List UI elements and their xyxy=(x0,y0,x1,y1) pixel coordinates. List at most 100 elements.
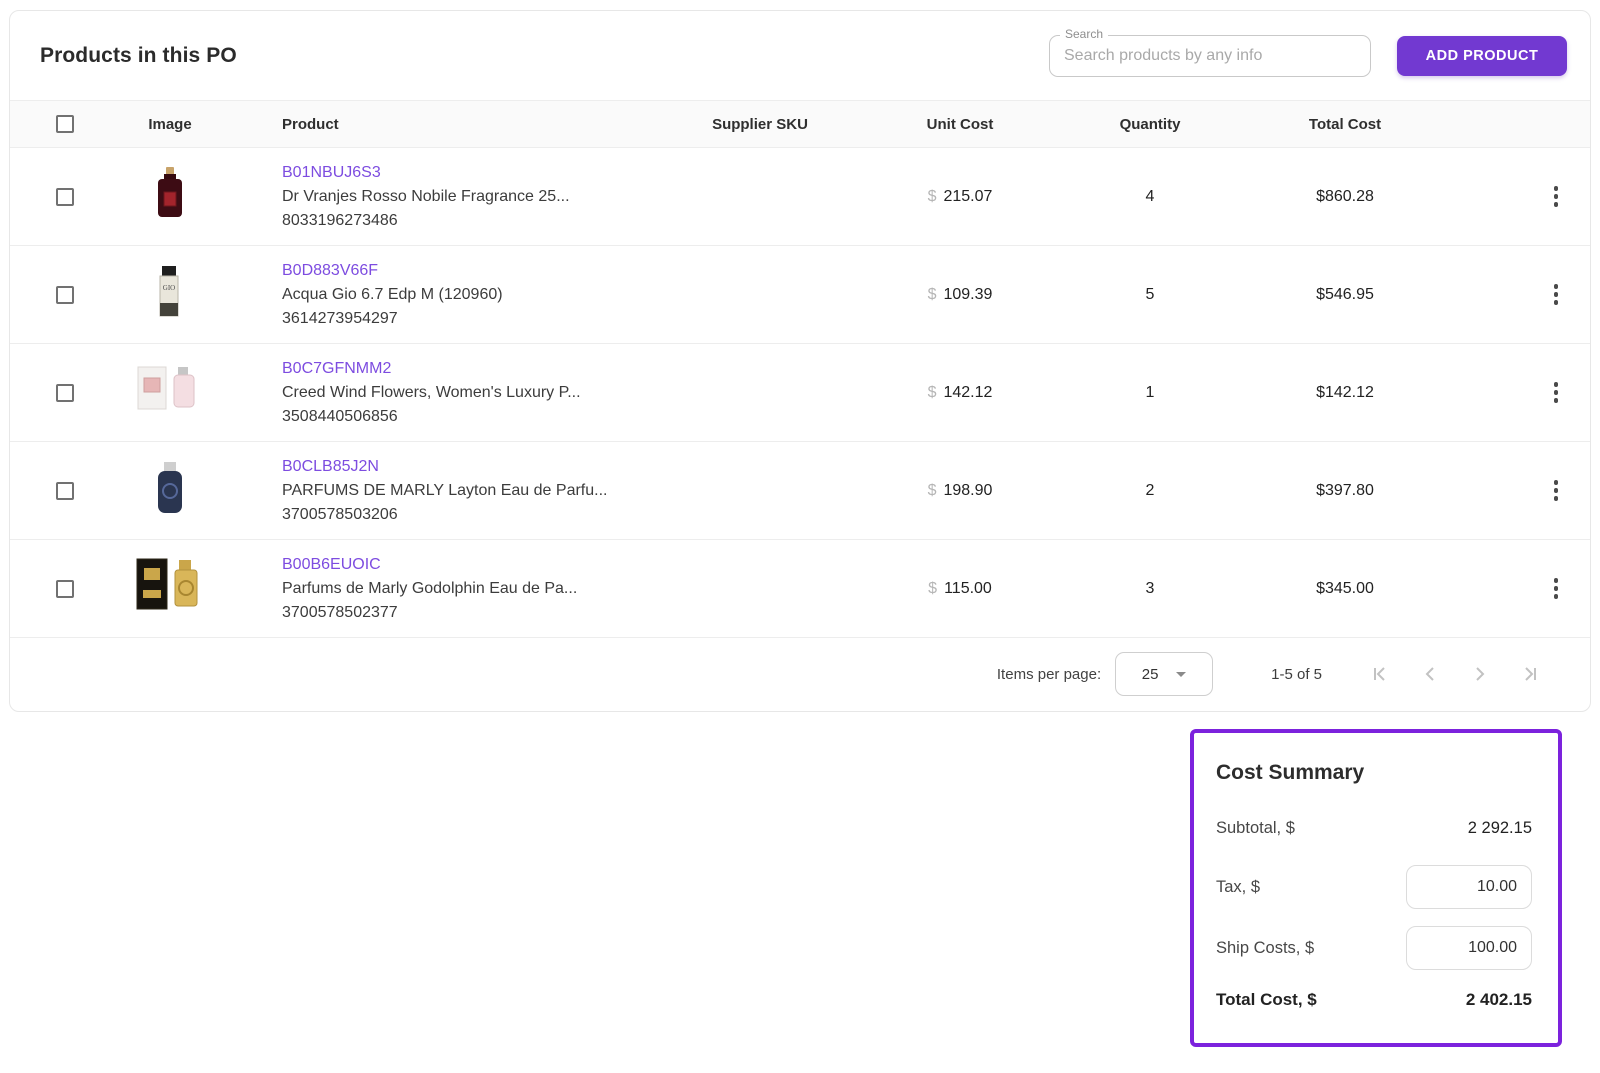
unit-cost-cell: $115.00 xyxy=(850,580,1070,598)
product-code-link[interactable]: B0D883V66F xyxy=(282,261,379,279)
product-code-link[interactable]: B0CLB85J2N xyxy=(282,457,379,475)
quantity-cell: 1 xyxy=(1145,383,1155,401)
product-code-link[interactable]: B0C7GFNMM2 xyxy=(282,359,392,377)
ship-costs-input[interactable] xyxy=(1406,926,1532,970)
product-name: Parfums de Marly Godolphin Eau de Pa... xyxy=(282,579,578,597)
currency-symbol: $ xyxy=(927,481,937,499)
tax-row: Tax, $ xyxy=(1216,865,1532,909)
table-header-row: Image Product Supplier SKU Unit Cost Qua… xyxy=(10,100,1590,148)
total-cost-cell: $397.80 xyxy=(1316,481,1374,499)
total-cost-row: Total Cost, $ 2 402.15 xyxy=(1216,987,1532,1013)
products-panel: Products in this PO Search ADD PRODUCT I… xyxy=(9,10,1591,712)
quantity-cell: 2 xyxy=(1145,481,1155,499)
row-menu-kebab-icon[interactable] xyxy=(1540,377,1572,409)
ship-costs-row: Ship Costs, $ xyxy=(1216,926,1532,970)
unit-cost-cell: $215.07 xyxy=(850,188,1070,206)
total-cost-cell: $860.28 xyxy=(1316,187,1374,205)
subtotal-value: 2 292.15 xyxy=(1467,818,1532,837)
quantity-cell: 3 xyxy=(1145,579,1155,597)
select-all-checkbox[interactable] xyxy=(56,115,74,133)
search-field-label: Search xyxy=(1060,26,1109,41)
product-barcode: 8033196273486 xyxy=(282,211,398,229)
column-header-supplier-sku: Supplier SKU xyxy=(712,115,808,133)
column-header-product: Product xyxy=(282,115,339,133)
unit-cost-value: 198.90 xyxy=(943,481,993,499)
panel-header: Products in this PO Search ADD PRODUCT xyxy=(10,11,1590,100)
product-code-link[interactable]: B01NBUJ6S3 xyxy=(282,163,381,181)
cost-summary-title: Cost Summary xyxy=(1216,761,1365,784)
total-cost-cell: $546.95 xyxy=(1316,285,1374,303)
total-cost-value: 2 402.15 xyxy=(1465,990,1532,1009)
godolphin-box-and-bottle-image xyxy=(133,556,207,621)
product-name: Creed Wind Flowers, Women's Luxury P... xyxy=(282,383,581,401)
currency-symbol: $ xyxy=(928,579,938,597)
previous-page-icon[interactable] xyxy=(1408,652,1452,696)
marly-layton-bottle-image xyxy=(147,459,193,522)
unit-cost-value: 109.39 xyxy=(943,285,993,303)
currency-symbol: $ xyxy=(927,285,937,303)
items-per-page-select[interactable]: 25 xyxy=(1115,652,1214,696)
table-row: B00B6EUOIC Parfums de Marly Godolphin Ea… xyxy=(10,540,1590,638)
table-row: B0CLB85J2N PARFUMS DE MARLY Layton Eau d… xyxy=(10,442,1590,540)
row-checkbox[interactable] xyxy=(56,285,74,304)
product-barcode: 3508440506856 xyxy=(282,407,398,425)
ship-costs-label: Ship Costs, $ xyxy=(1216,938,1315,957)
table-row: B0C7GFNMM2 Creed Wind Flowers, Women's L… xyxy=(10,344,1590,442)
quantity-cell: 4 xyxy=(1145,187,1155,205)
unit-cost-cell: $198.90 xyxy=(850,482,1070,500)
rosso-nobile-diffuser-bottle-image xyxy=(147,165,193,228)
row-checkbox[interactable] xyxy=(56,187,74,206)
subtotal-row: Subtotal, $ 2 292.15 xyxy=(1216,815,1532,841)
currency-symbol: $ xyxy=(927,383,937,401)
unit-cost-value: 142.12 xyxy=(943,383,993,401)
column-header-quantity: Quantity xyxy=(1119,115,1181,133)
cost-summary-panel: Cost Summary Subtotal, $ 2 292.15 Tax, $… xyxy=(1190,729,1562,1047)
column-header-unit-cost: Unit Cost xyxy=(926,115,994,133)
product-barcode: 3700578502377 xyxy=(282,603,398,621)
subtotal-label: Subtotal, $ xyxy=(1216,818,1295,837)
chevron-down-icon xyxy=(1176,671,1187,677)
unit-cost-value: 115.00 xyxy=(944,579,992,597)
row-checkbox[interactable] xyxy=(56,481,74,500)
unit-cost-cell: $109.39 xyxy=(850,286,1070,304)
table-footer: Items per page: 25 1-5 of 5 xyxy=(10,638,1590,710)
product-barcode: 3700578503206 xyxy=(282,505,398,523)
product-name: Dr Vranjes Rosso Nobile Fragrance 25... xyxy=(282,187,570,205)
search-input[interactable] xyxy=(1050,35,1370,76)
row-menu-kebab-icon[interactable] xyxy=(1540,573,1572,605)
table-row: B01NBUJ6S3 Dr Vranjes Rosso Nobile Fragr… xyxy=(10,148,1590,246)
total-cost-cell: $142.12 xyxy=(1316,383,1374,401)
pagination-range-label: 1-5 of 5 xyxy=(1271,665,1322,683)
column-header-image: Image xyxy=(148,115,192,133)
total-cost-cell: $345.00 xyxy=(1316,579,1374,597)
items-per-page-label: Items per page: xyxy=(996,665,1102,683)
tax-input[interactable] xyxy=(1406,865,1532,909)
product-barcode: 3614273954297 xyxy=(282,309,398,327)
svg-text:GIO: GIO xyxy=(163,284,175,292)
currency-symbol: $ xyxy=(927,187,937,205)
items-per-page-value: 25 xyxy=(1141,665,1159,683)
row-menu-kebab-icon[interactable] xyxy=(1540,475,1572,507)
table-body: B01NBUJ6S3 Dr Vranjes Rosso Nobile Fragr… xyxy=(10,148,1590,638)
row-menu-kebab-icon[interactable] xyxy=(1540,279,1572,311)
quantity-cell: 5 xyxy=(1145,285,1155,303)
row-checkbox[interactable] xyxy=(56,383,74,402)
row-checkbox[interactable] xyxy=(56,579,74,598)
unit-cost-cell: $142.12 xyxy=(850,384,1070,402)
product-name: Acqua Gio 6.7 Edp M (120960) xyxy=(282,285,503,303)
product-code-link[interactable]: B00B6EUOIC xyxy=(282,555,381,573)
table-row: GIO B0D883V66F Acqua Gio 6.7 Edp M (1209… xyxy=(10,246,1590,344)
acqua-gio-bottle-image: GIO xyxy=(147,263,193,326)
creed-wind-flowers-box-and-bottle-image xyxy=(134,361,206,424)
next-page-icon[interactable] xyxy=(1458,652,1502,696)
total-cost-label: Total Cost, $ xyxy=(1216,990,1317,1009)
column-header-total-cost: Total Cost xyxy=(1308,115,1382,133)
search-field[interactable]: Search xyxy=(1049,26,1371,77)
last-page-icon[interactable] xyxy=(1508,652,1552,696)
product-name: PARFUMS DE MARLY Layton Eau de Parfu... xyxy=(282,481,608,499)
row-menu-kebab-icon[interactable] xyxy=(1540,181,1572,213)
unit-cost-value: 215.07 xyxy=(943,187,993,205)
first-page-icon[interactable] xyxy=(1358,652,1402,696)
tax-label: Tax, $ xyxy=(1216,877,1261,896)
add-product-button[interactable]: ADD PRODUCT xyxy=(1397,35,1567,76)
